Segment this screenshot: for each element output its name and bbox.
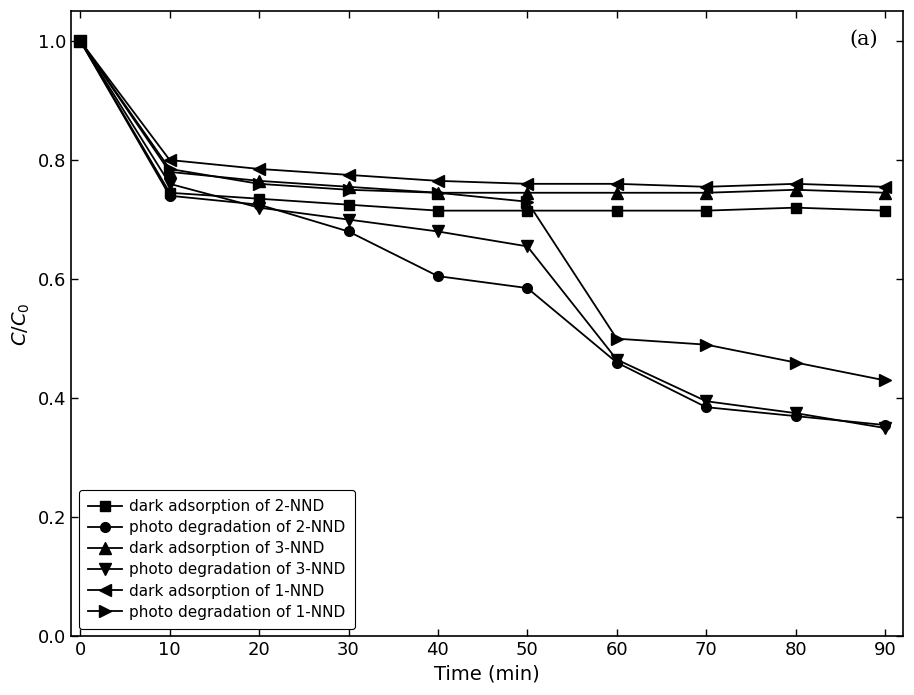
photo degradation of 1-NND bbox=[253, 180, 264, 188]
Y-axis label: $C/C_0$: $C/C_0$ bbox=[11, 302, 32, 345]
dark adsorption of 3-NND bbox=[611, 188, 622, 197]
dark adsorption of 2-NND bbox=[611, 206, 622, 215]
Line: photo degradation of 2-NND: photo degradation of 2-NND bbox=[76, 36, 890, 430]
photo degradation of 2-NND bbox=[522, 284, 533, 292]
Line: photo degradation of 1-NND: photo degradation of 1-NND bbox=[75, 35, 890, 386]
dark adsorption of 1-NND bbox=[522, 180, 533, 188]
Text: (a): (a) bbox=[849, 30, 878, 49]
dark adsorption of 1-NND bbox=[790, 180, 801, 188]
photo degradation of 1-NND bbox=[75, 37, 86, 45]
dark adsorption of 2-NND bbox=[253, 195, 264, 203]
dark adsorption of 1-NND bbox=[432, 177, 443, 185]
dark adsorption of 3-NND bbox=[253, 177, 264, 185]
photo degradation of 1-NND bbox=[701, 341, 712, 349]
photo degradation of 1-NND bbox=[522, 197, 533, 206]
photo degradation of 2-NND bbox=[343, 227, 354, 236]
dark adsorption of 1-NND bbox=[165, 156, 175, 164]
dark adsorption of 1-NND bbox=[701, 183, 712, 191]
photo degradation of 1-NND bbox=[611, 334, 622, 343]
dark adsorption of 3-NND bbox=[701, 188, 712, 197]
dark adsorption of 2-NND bbox=[701, 206, 712, 215]
photo degradation of 1-NND bbox=[343, 186, 354, 194]
photo degradation of 2-NND bbox=[701, 403, 712, 411]
photo degradation of 1-NND bbox=[432, 188, 443, 197]
dark adsorption of 2-NND bbox=[165, 188, 175, 197]
dark adsorption of 3-NND bbox=[879, 188, 890, 197]
photo degradation of 2-NND bbox=[611, 359, 622, 367]
Line: dark adsorption of 1-NND: dark adsorption of 1-NND bbox=[75, 35, 890, 193]
photo degradation of 3-NND bbox=[253, 204, 264, 212]
photo degradation of 3-NND bbox=[611, 355, 622, 363]
dark adsorption of 3-NND bbox=[165, 167, 175, 176]
dark adsorption of 3-NND bbox=[790, 186, 801, 194]
Line: photo degradation of 3-NND: photo degradation of 3-NND bbox=[75, 35, 890, 434]
dark adsorption of 1-NND bbox=[343, 171, 354, 179]
photo degradation of 1-NND bbox=[790, 359, 801, 367]
photo degradation of 1-NND bbox=[879, 376, 890, 384]
photo degradation of 3-NND bbox=[165, 180, 175, 188]
Legend: dark adsorption of 2-NND, photo degradation of 2-NND, dark adsorption of 3-NND, : dark adsorption of 2-NND, photo degradat… bbox=[79, 490, 355, 629]
photo degradation of 2-NND bbox=[879, 421, 890, 430]
dark adsorption of 2-NND bbox=[75, 37, 86, 45]
dark adsorption of 3-NND bbox=[75, 37, 86, 45]
photo degradation of 2-NND bbox=[432, 272, 443, 280]
photo degradation of 2-NND bbox=[75, 37, 86, 45]
dark adsorption of 2-NND bbox=[522, 206, 533, 215]
photo degradation of 2-NND bbox=[165, 192, 175, 200]
photo degradation of 2-NND bbox=[790, 412, 801, 420]
Line: dark adsorption of 2-NND: dark adsorption of 2-NND bbox=[76, 36, 890, 215]
Line: dark adsorption of 3-NND: dark adsorption of 3-NND bbox=[75, 35, 890, 198]
dark adsorption of 1-NND bbox=[253, 165, 264, 173]
photo degradation of 3-NND bbox=[701, 397, 712, 405]
dark adsorption of 3-NND bbox=[432, 188, 443, 197]
dark adsorption of 2-NND bbox=[343, 200, 354, 208]
photo degradation of 3-NND bbox=[790, 409, 801, 417]
dark adsorption of 2-NND bbox=[432, 206, 443, 215]
photo degradation of 2-NND bbox=[253, 200, 264, 208]
dark adsorption of 1-NND bbox=[611, 180, 622, 188]
photo degradation of 3-NND bbox=[343, 215, 354, 224]
dark adsorption of 3-NND bbox=[522, 188, 533, 197]
dark adsorption of 2-NND bbox=[879, 206, 890, 215]
dark adsorption of 2-NND bbox=[790, 204, 801, 212]
dark adsorption of 1-NND bbox=[879, 183, 890, 191]
dark adsorption of 3-NND bbox=[343, 183, 354, 191]
photo degradation of 1-NND bbox=[165, 165, 175, 173]
photo degradation of 3-NND bbox=[879, 424, 890, 432]
photo degradation of 3-NND bbox=[75, 37, 86, 45]
photo degradation of 3-NND bbox=[432, 227, 443, 236]
X-axis label: Time (min): Time (min) bbox=[434, 665, 540, 684]
dark adsorption of 1-NND bbox=[75, 37, 86, 45]
photo degradation of 3-NND bbox=[522, 242, 533, 250]
